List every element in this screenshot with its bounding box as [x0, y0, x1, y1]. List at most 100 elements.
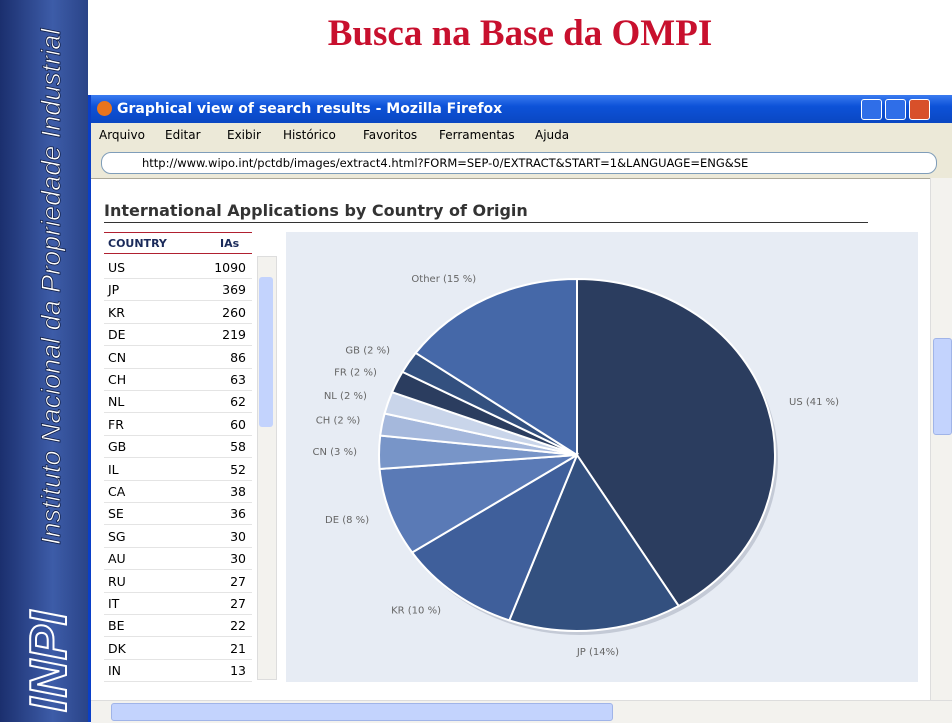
url-field[interactable]: http://www.wipo.int/pctdb/images/extract…: [101, 152, 937, 174]
count-cell: 52: [230, 461, 246, 477]
slice-label: CH (2 %): [316, 416, 361, 427]
pie-slice: [576, 277, 776, 608]
table-rule: [104, 232, 252, 233]
app-icon: [97, 101, 112, 116]
url: http://www.wipo.int/pctdb/images/extract…: [142, 156, 749, 170]
country-cell: FR: [108, 416, 124, 432]
count-cell: 369: [222, 282, 246, 298]
table-row: IT 27: [104, 592, 252, 615]
table-row: RU 27: [104, 570, 252, 593]
count-cell: 63: [230, 372, 246, 387]
country-cell: CA: [108, 484, 126, 499]
count-cell: 1090: [214, 260, 246, 275]
vertical-scrollbar[interactable]: [930, 178, 952, 700]
scroll-thumb[interactable]: [111, 703, 613, 721]
country-cell: IN: [108, 663, 122, 679]
country-cell: GB: [108, 439, 127, 455]
country-cell: IL: [108, 461, 119, 477]
count-cell: 260: [222, 304, 246, 320]
country-cell: US: [108, 260, 126, 275]
count-cell: 30: [230, 528, 246, 544]
country-cell: BE: [108, 618, 125, 634]
table-row: KR 260: [104, 301, 252, 324]
table-row: SE 36: [104, 502, 252, 526]
count-cell: 13: [230, 663, 246, 679]
count-cell: 86: [230, 349, 246, 365]
count-cell: 22: [230, 618, 246, 634]
title-bar: Graphical view of search results - Mozil…: [91, 95, 952, 123]
slice-label: US (41 %): [789, 397, 839, 408]
pie-slice: [507, 452, 681, 632]
slice-label: DE (8 %): [325, 515, 369, 526]
pie-chart: US (41 %) JP (14%) KR (10 %) DE (8 %) CN (3 …: [286, 232, 918, 682]
count-cell: 62: [230, 394, 246, 410]
count-cell: 36: [230, 506, 246, 522]
country-cell: CN: [108, 349, 127, 365]
table-row: GB 58: [104, 435, 252, 459]
table-row: CN 86: [104, 346, 252, 369]
menu-item[interactable]: Exibir: [227, 128, 261, 142]
window-title: Graphical view of search results - Mozil…: [117, 101, 503, 117]
table-row: CH 63: [104, 368, 252, 391]
count-cell: 58: [230, 439, 246, 455]
count-cell: 21: [230, 640, 246, 656]
country-cell: DK: [108, 640, 126, 656]
menu-item[interactable]: Favoritos: [363, 128, 418, 142]
minimize-button[interactable]: [861, 99, 882, 120]
table-row: SG 30: [104, 525, 252, 548]
pie-slice: [414, 277, 578, 457]
logo: INPI: [20, 609, 78, 712]
table-row: JP 369: [104, 278, 252, 302]
slice-label: CN (3 %): [313, 447, 358, 458]
close-button[interactable]: [909, 99, 930, 120]
slice-label: FR (2 %): [334, 368, 377, 379]
table-row: AU 30: [104, 547, 252, 571]
pie-slice: [410, 452, 580, 622]
menu-item[interactable]: Editar: [165, 128, 201, 142]
count-cell: 27: [230, 573, 246, 589]
country-cell: SG: [108, 528, 126, 544]
horizontal-scrollbar[interactable]: [91, 700, 952, 723]
slice-label: KR (10 %): [391, 606, 441, 617]
count-cell: 38: [230, 484, 246, 499]
maximize-button[interactable]: [885, 99, 906, 120]
slice-label: GB (2 %): [345, 346, 390, 357]
table-rule: [104, 253, 252, 254]
sidebar-text: Instituto Nacional da Propriedade Indust…: [36, 28, 66, 545]
menu-item[interactable]: Histórico: [283, 128, 336, 142]
page-heading: International Applications by Country of…: [104, 201, 528, 220]
table-row: IN 13: [104, 659, 252, 683]
pie-slice: [378, 454, 578, 554]
menu-item[interactable]: Ajuda: [535, 128, 570, 142]
table-row: IL 52: [104, 458, 252, 481]
sidebar: Instituto Nacional da Propriedade Indust…: [0, 0, 88, 722]
country-cell: KR: [108, 304, 125, 320]
table-row: BE 22: [104, 614, 252, 638]
country-cell: CH: [108, 372, 127, 387]
heading-rule: [104, 222, 868, 223]
slice-label: JP (14%): [576, 647, 619, 658]
slice-label: Other (15 %): [411, 274, 476, 285]
count-cell: 27: [230, 596, 246, 611]
table-row: DE 219: [104, 323, 252, 347]
country-cell: DE: [108, 327, 126, 343]
country-cell: AU: [108, 551, 126, 567]
count-cell: 30: [230, 551, 246, 567]
address-bar: http://www.wipo.int/pctdb/images/extract…: [91, 148, 952, 179]
menu-item[interactable]: Arquivo: [99, 128, 145, 142]
count-cell: 219: [222, 327, 246, 343]
table-row: US 1090: [104, 256, 252, 279]
table-row: FR 60: [104, 413, 252, 436]
country-cell: NL: [108, 394, 125, 410]
slide-title: Busca na Base da OMPI: [327, 13, 713, 54]
table-row: DK 21: [104, 637, 252, 660]
country-cell: SE: [108, 506, 124, 522]
menu-item[interactable]: Ferramentas: [439, 128, 515, 142]
scroll-thumb[interactable]: [259, 277, 273, 427]
table-row: CA 38: [104, 480, 252, 503]
table-scrollbar[interactable]: [257, 256, 277, 680]
count-cell: 60: [230, 416, 246, 432]
menu-bar: Arquivo Editar Exibir Histórico Favoritos Fer…: [91, 123, 952, 148]
sidebar-art: Instituto Nacional da Propriedade Indust…: [19, 27, 79, 713]
scroll-thumb[interactable]: [933, 338, 952, 435]
